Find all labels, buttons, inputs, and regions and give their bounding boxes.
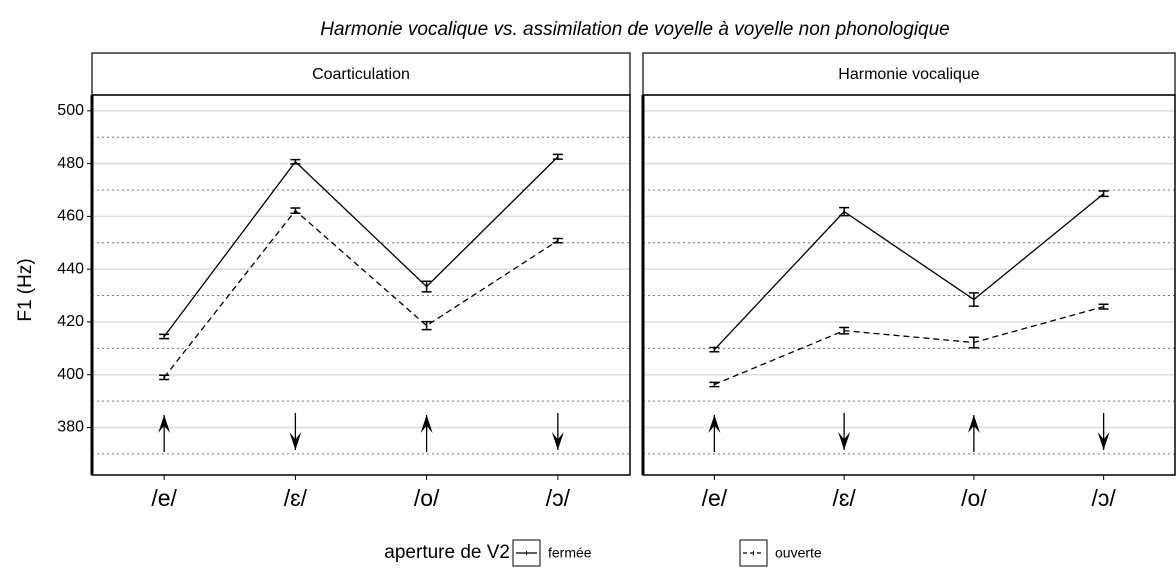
error-bar xyxy=(159,374,170,381)
arrow-head xyxy=(1097,432,1110,450)
y-tick-label: 480 xyxy=(57,155,84,172)
panel-strip xyxy=(642,52,1176,96)
x-tick-label: /ɛ/ xyxy=(284,485,308,511)
error-bar xyxy=(421,280,432,293)
arrow-head xyxy=(967,415,980,433)
series-line xyxy=(163,209,559,378)
y-tick-label: 420 xyxy=(57,313,84,330)
x-tick-label: /ɔ/ xyxy=(546,485,571,511)
legend-title: aperture de V2 xyxy=(384,542,510,563)
error-bar xyxy=(968,336,979,349)
y-tick-label: 460 xyxy=(57,208,84,225)
y-axis-label: F1 (Hz) xyxy=(15,258,36,321)
x-tick-label: /o/ xyxy=(961,485,987,511)
y-tick-label: 440 xyxy=(57,260,84,277)
arrow-head xyxy=(708,415,721,433)
error-bar xyxy=(1098,303,1109,310)
arrow-head xyxy=(289,432,302,450)
panel-title: Harmonie vocalique xyxy=(838,66,980,83)
x-tick-label: /ɔ/ xyxy=(1091,485,1116,511)
x-tick-label: /o/ xyxy=(414,485,440,511)
error-bar xyxy=(552,153,563,160)
arrow-head xyxy=(838,432,851,450)
error-bar xyxy=(839,206,850,217)
error-bar xyxy=(709,346,720,353)
error-bar xyxy=(839,326,850,335)
error-bar xyxy=(552,237,563,244)
panel-title: Coarticulation xyxy=(312,66,410,83)
panel-strip xyxy=(91,52,631,96)
error-bar xyxy=(159,333,170,340)
x-tick-label: /e/ xyxy=(702,485,728,511)
panel-border xyxy=(642,94,1176,476)
x-tick-label: /e/ xyxy=(151,485,177,511)
error-bar xyxy=(968,292,979,307)
series-line xyxy=(714,306,1104,386)
series-line xyxy=(713,193,1105,351)
arrow-head xyxy=(158,415,171,433)
error-bar xyxy=(1098,190,1109,198)
y-tick-label: 500 xyxy=(57,102,84,119)
y-tick-label: 400 xyxy=(57,366,84,383)
error-bar xyxy=(290,207,301,214)
y-tick-label: 380 xyxy=(57,419,84,436)
error-bar xyxy=(290,158,301,165)
x-tick-label: /ɛ/ xyxy=(832,485,856,511)
legend-label: ouverte xyxy=(775,545,822,561)
error-bar xyxy=(709,381,720,388)
arrow-head xyxy=(420,415,433,433)
legend-label: fermée xyxy=(548,545,592,561)
error-bar xyxy=(421,320,432,331)
chart-title: Harmonie vocalique vs. assimilation de v… xyxy=(320,19,950,40)
arrow-head xyxy=(551,432,564,450)
series-line xyxy=(163,156,559,337)
panel-border xyxy=(91,94,631,476)
